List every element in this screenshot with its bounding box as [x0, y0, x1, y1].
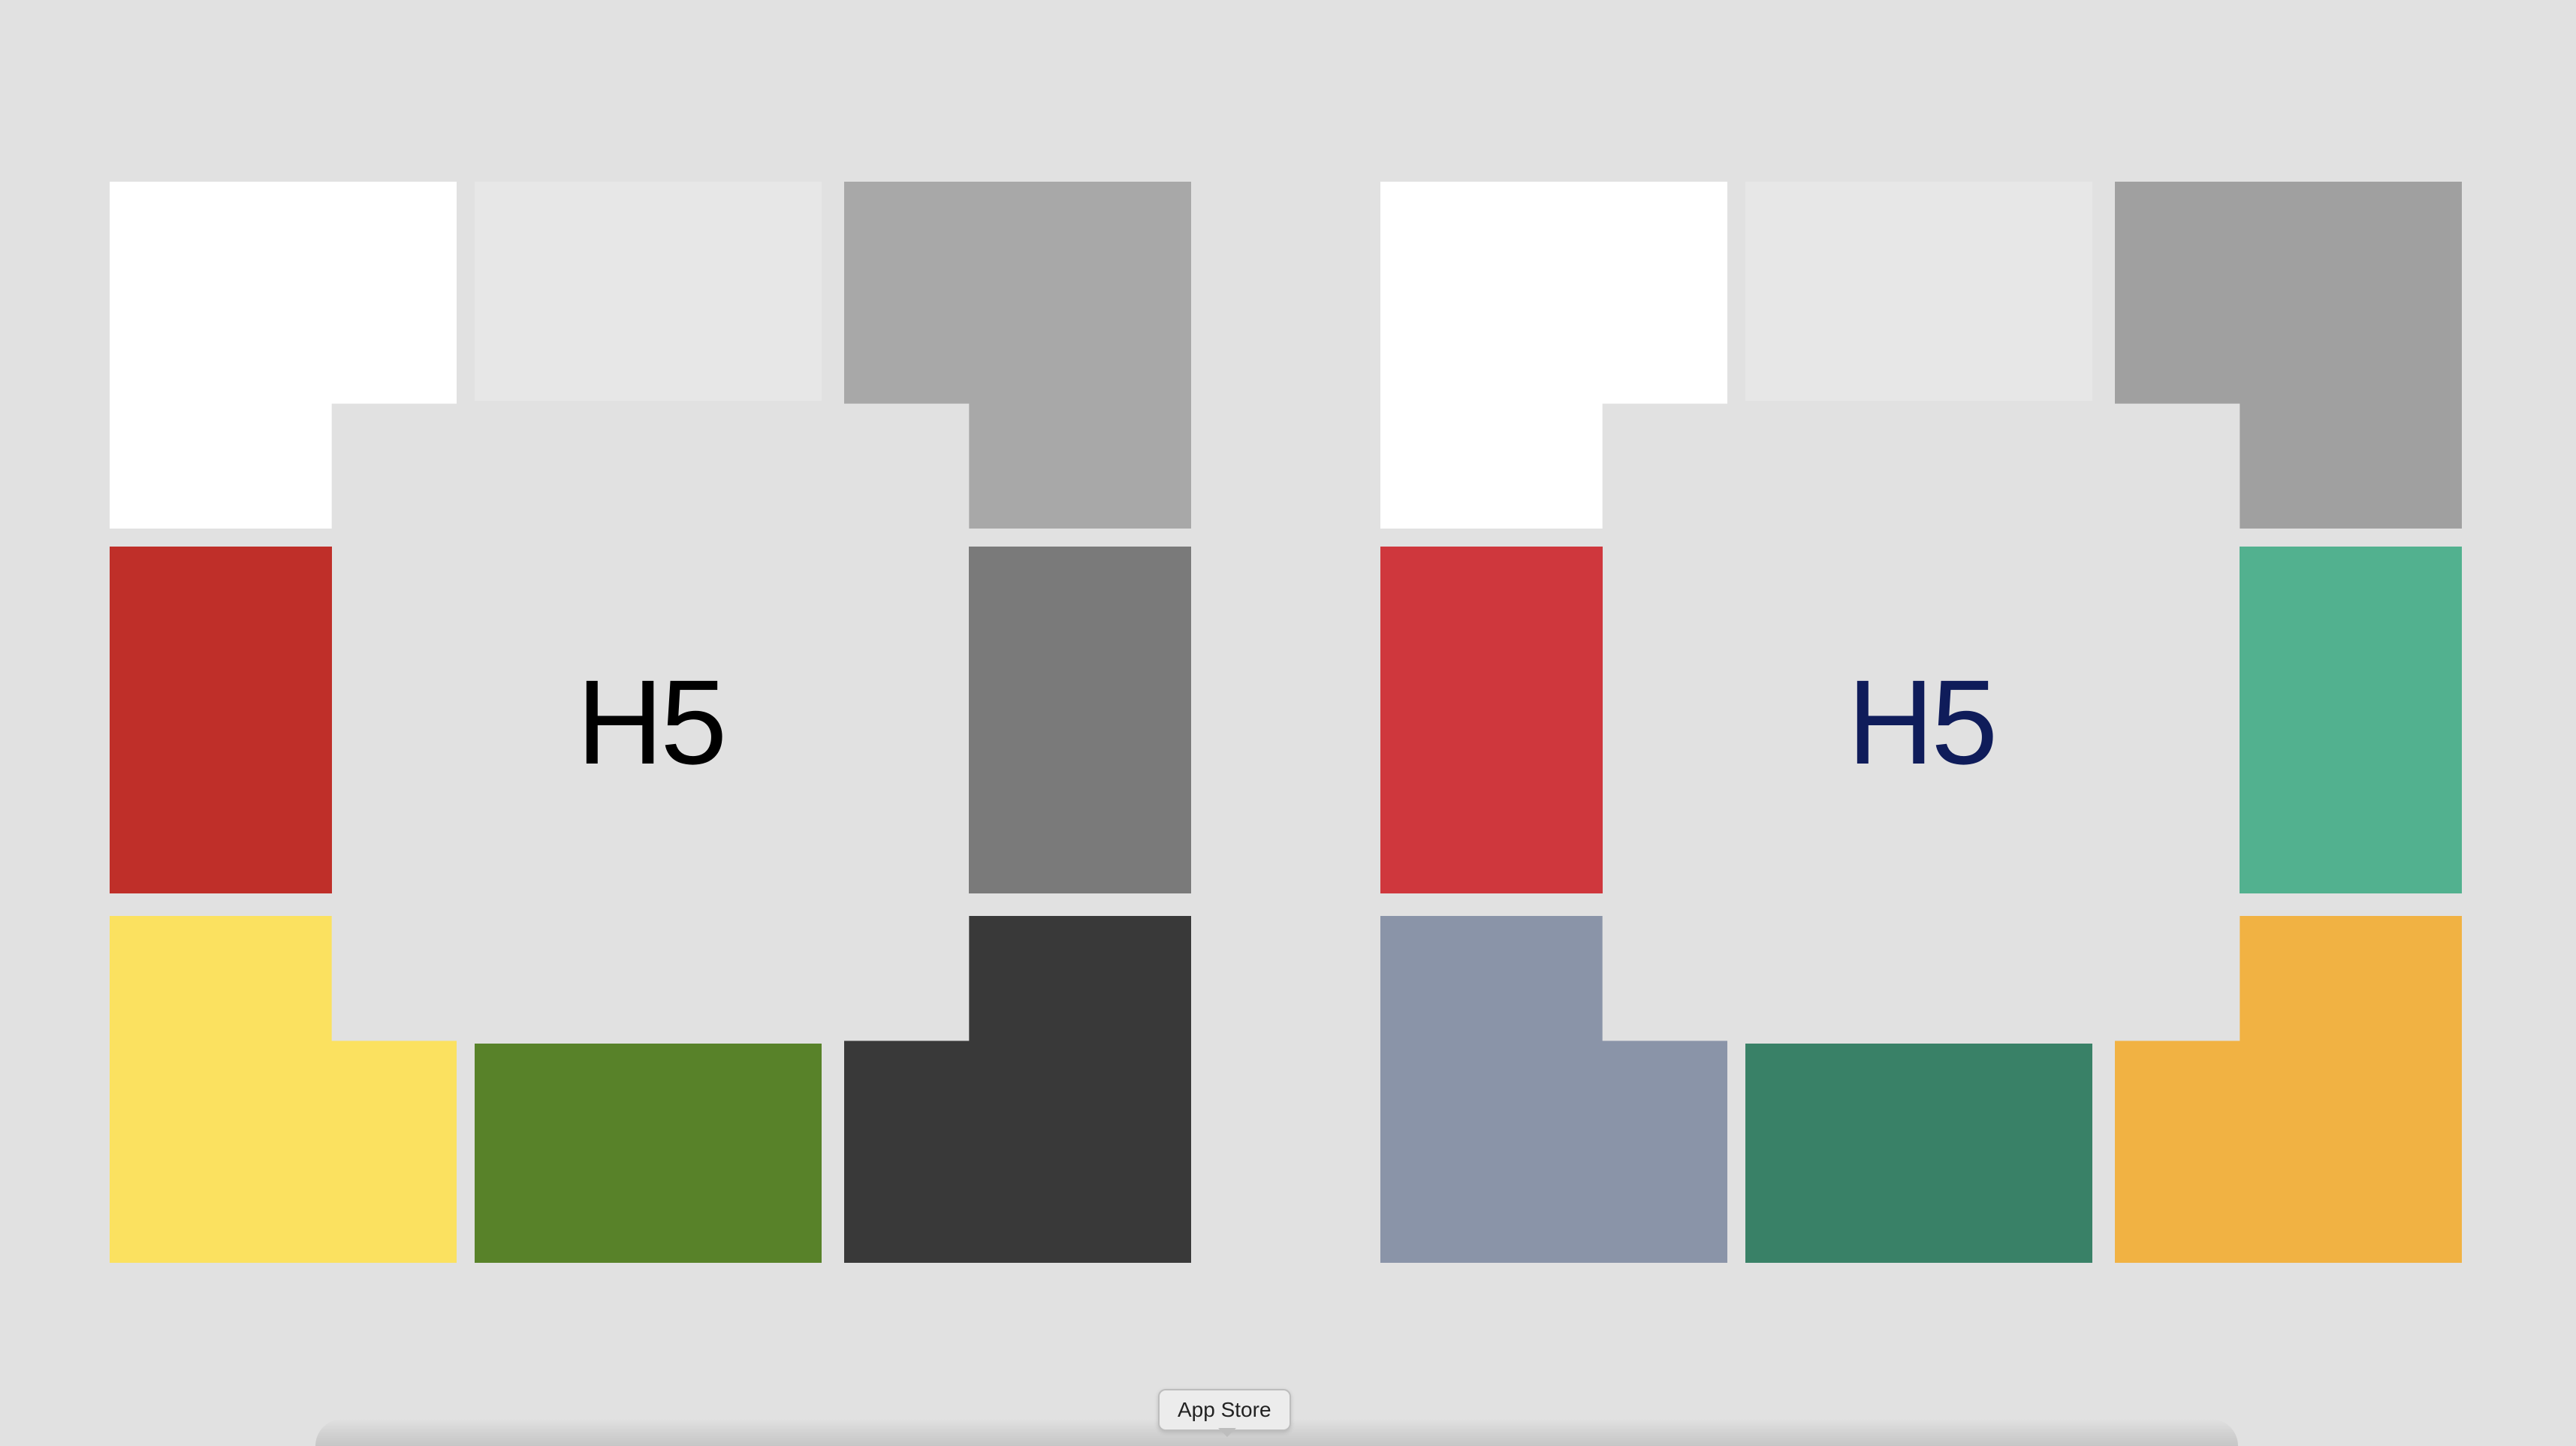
tile-left[interactable]	[110, 547, 332, 893]
tile-bottom[interactable]	[475, 1044, 822, 1263]
tile-left[interactable]	[1380, 547, 1603, 893]
color-board-left: H5	[110, 182, 1191, 1263]
dock-tooltip: App Store	[1158, 1389, 1291, 1431]
board-label: H5	[1847, 655, 1998, 789]
board-label: H5	[576, 655, 728, 789]
tooltip-arrow	[1218, 1428, 1236, 1437]
tile-bottom[interactable]	[1745, 1044, 2092, 1263]
tile-right[interactable]	[969, 547, 1191, 893]
tile-top[interactable]	[475, 182, 822, 401]
tile-top[interactable]	[1745, 182, 2092, 401]
tile-right[interactable]	[2240, 547, 2462, 893]
color-board-right: H5	[1380, 182, 2462, 1263]
